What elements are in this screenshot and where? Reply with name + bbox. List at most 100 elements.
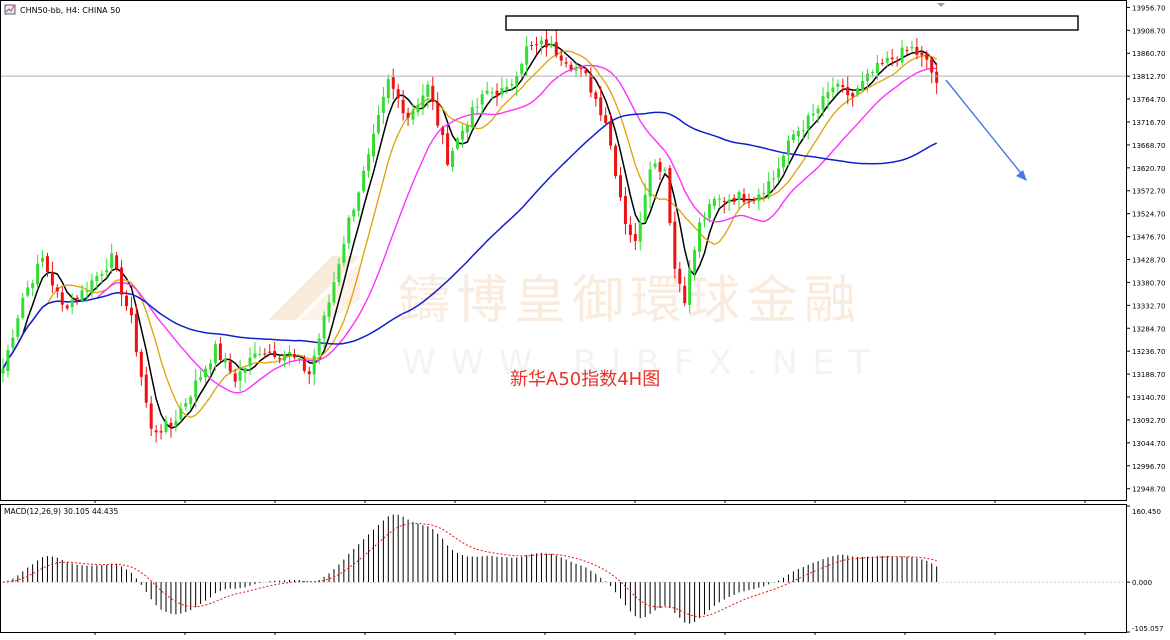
candle-body bbox=[169, 422, 173, 427]
candle-body bbox=[50, 272, 54, 286]
watermark-chinese: 鑄博皇御環球金融 bbox=[398, 271, 862, 331]
candle-body bbox=[930, 58, 934, 73]
candle-body bbox=[238, 371, 242, 381]
candle-body bbox=[880, 63, 884, 65]
y-tick-label: 13140.70 bbox=[1132, 394, 1165, 402]
candle-body bbox=[614, 145, 618, 176]
y-tick-label: 13620.70 bbox=[1132, 165, 1165, 173]
candle-body bbox=[510, 83, 514, 86]
resistance-zone-box[interactable] bbox=[505, 15, 1079, 31]
candle-body bbox=[732, 197, 736, 203]
candle-body bbox=[653, 163, 657, 168]
candle-body bbox=[737, 192, 741, 200]
candle-body bbox=[41, 257, 45, 262]
candle-body bbox=[535, 44, 539, 46]
candle-body bbox=[164, 421, 168, 432]
candle-body bbox=[248, 357, 252, 366]
moving-averages bbox=[2, 43, 938, 430]
candle-body bbox=[772, 178, 776, 180]
y-tick-label: 13092.70 bbox=[1132, 417, 1165, 425]
candle-body bbox=[678, 268, 682, 284]
candle-body bbox=[520, 63, 524, 75]
candle-body bbox=[159, 431, 163, 433]
candle-body bbox=[693, 249, 697, 273]
candle-body bbox=[767, 181, 771, 196]
candle-body bbox=[357, 192, 361, 211]
candle-body bbox=[446, 133, 450, 165]
macd-axis: 160.450 0.000 -105.057 bbox=[1126, 505, 1163, 633]
candle-body bbox=[490, 92, 494, 94]
candle-body bbox=[905, 49, 909, 51]
forecast-arrow[interactable] bbox=[945, 79, 1027, 181]
macd-tick-label: 160.450 bbox=[1132, 508, 1161, 516]
macd-tick-label: 0.000 bbox=[1132, 579, 1152, 587]
y-tick-label: 13908.70 bbox=[1132, 27, 1165, 35]
candle-body bbox=[594, 92, 598, 100]
candle-body bbox=[915, 47, 919, 55]
candle-body bbox=[717, 198, 721, 200]
macd-pane-frame bbox=[0, 504, 1127, 633]
candle-body bbox=[391, 77, 395, 89]
candle-body bbox=[811, 113, 815, 116]
candle-body bbox=[495, 90, 499, 97]
candle-body bbox=[870, 72, 874, 74]
candle-body bbox=[317, 338, 321, 355]
candle-body bbox=[322, 315, 326, 339]
chart-caption: 新华A50指数4H图 bbox=[510, 369, 660, 390]
candle-body bbox=[228, 361, 232, 372]
candle-body bbox=[139, 351, 143, 377]
candle-body bbox=[475, 106, 479, 108]
candle-body bbox=[381, 96, 385, 113]
macd-signal-line bbox=[2, 523, 937, 618]
candle-body bbox=[831, 87, 835, 93]
candle-body bbox=[362, 170, 366, 192]
arrow-head-icon bbox=[1016, 170, 1027, 181]
candle-body bbox=[574, 67, 578, 71]
candle-body bbox=[327, 302, 331, 317]
chart-shift-icon[interactable] bbox=[937, 3, 945, 7]
candle-body bbox=[332, 282, 336, 303]
candle-body bbox=[702, 219, 706, 221]
macd-histogram bbox=[2, 514, 1124, 624]
candle-body bbox=[263, 353, 267, 355]
candle-body bbox=[821, 96, 825, 110]
candle-body bbox=[376, 115, 380, 133]
y-tick-label: 13764.70 bbox=[1132, 96, 1165, 104]
price-pane-frame bbox=[0, 0, 1127, 501]
chart-header: CHN50-bb, H4: CHINA 50 bbox=[4, 4, 120, 15]
grid bbox=[94, 500, 1086, 635]
candle-body bbox=[515, 76, 519, 86]
candle-body bbox=[431, 85, 435, 102]
candle-body bbox=[900, 47, 904, 63]
candle-body bbox=[836, 83, 840, 87]
candle-body bbox=[688, 270, 692, 305]
candles bbox=[1, 29, 939, 443]
candle-body bbox=[115, 255, 119, 269]
candle-body bbox=[599, 97, 603, 116]
candle-body bbox=[579, 68, 583, 70]
candle-body bbox=[436, 102, 440, 126]
candle-body bbox=[791, 134, 795, 141]
candle-body bbox=[90, 280, 94, 294]
candle-body bbox=[470, 107, 474, 128]
y-tick-label: 13044.70 bbox=[1132, 440, 1165, 448]
y-tick-label: 12996.70 bbox=[1132, 463, 1165, 471]
candle-body bbox=[60, 292, 64, 305]
y-tick-label: 13188.70 bbox=[1132, 371, 1165, 379]
candle-body bbox=[208, 363, 212, 370]
candle-body bbox=[722, 201, 726, 203]
candle-body bbox=[144, 374, 148, 403]
y-tick-label: 13284.70 bbox=[1132, 325, 1165, 333]
candle-body bbox=[65, 305, 69, 309]
candle-body bbox=[95, 275, 99, 282]
candle-body bbox=[861, 81, 865, 91]
candle-body bbox=[910, 46, 914, 49]
candle-body bbox=[218, 343, 222, 361]
candle-body bbox=[895, 60, 899, 62]
candle-body bbox=[100, 274, 104, 276]
candle-body bbox=[367, 154, 371, 171]
y-tick-label: 13668.70 bbox=[1132, 142, 1165, 150]
candle-body bbox=[297, 358, 301, 360]
price-axis: 13956.70 13908.70 13860.70 13812.70 13764.70… bbox=[1126, 4, 1165, 494]
candle-body bbox=[110, 253, 114, 268]
